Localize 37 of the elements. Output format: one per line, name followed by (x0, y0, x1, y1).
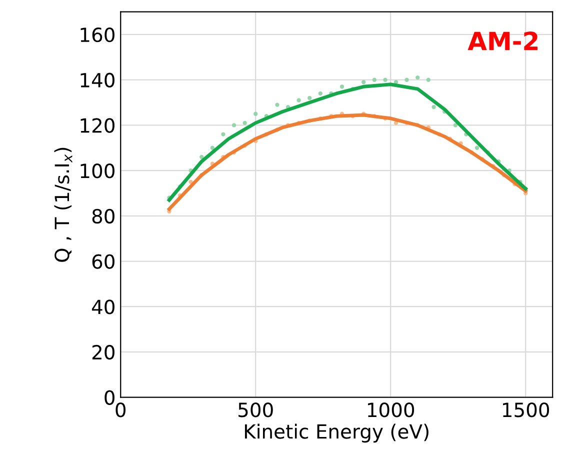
y-tick-label: 20 (92, 344, 114, 360)
point (210, 146, 214, 150)
y-tick-label: 100 (80, 164, 114, 178)
x-tick-label: 1000 (368, 402, 414, 418)
point (200, 154, 204, 160)
point (221, 132, 226, 136)
point (474, 146, 480, 150)
y-tick-label: 0 (104, 390, 114, 405)
point (416, 76, 420, 80)
point (296, 98, 301, 102)
y-tick-label: 60 (92, 254, 114, 269)
point (254, 112, 258, 116)
y-tick-label: 160 (80, 27, 114, 42)
y-tick-label: 140 (80, 72, 114, 88)
line-series (167, 82, 528, 202)
point (232, 123, 236, 128)
x-tick-label: 1500 (502, 402, 550, 418)
point (372, 78, 376, 82)
point (318, 91, 322, 96)
point (242, 120, 247, 126)
y-tick-label: 120 (80, 118, 114, 133)
y-tick-label: 80 (92, 208, 114, 224)
point (426, 78, 430, 82)
point (383, 78, 388, 82)
point (340, 84, 344, 89)
point (432, 104, 436, 110)
y-tick-label: 40 (92, 300, 114, 314)
point (275, 102, 280, 107)
annotation: AM-2 (468, 32, 538, 50)
x-axis-title: Kinetic Energy (eV) (244, 424, 428, 443)
x-tick-label: 500 (238, 402, 273, 418)
point (308, 96, 312, 100)
point (404, 78, 409, 82)
point (453, 123, 458, 128)
x-tick-label: 0 (116, 402, 126, 418)
point (362, 80, 366, 84)
y-axis-title: Q , T (1/s.I$_{x}$) (54, 148, 72, 262)
